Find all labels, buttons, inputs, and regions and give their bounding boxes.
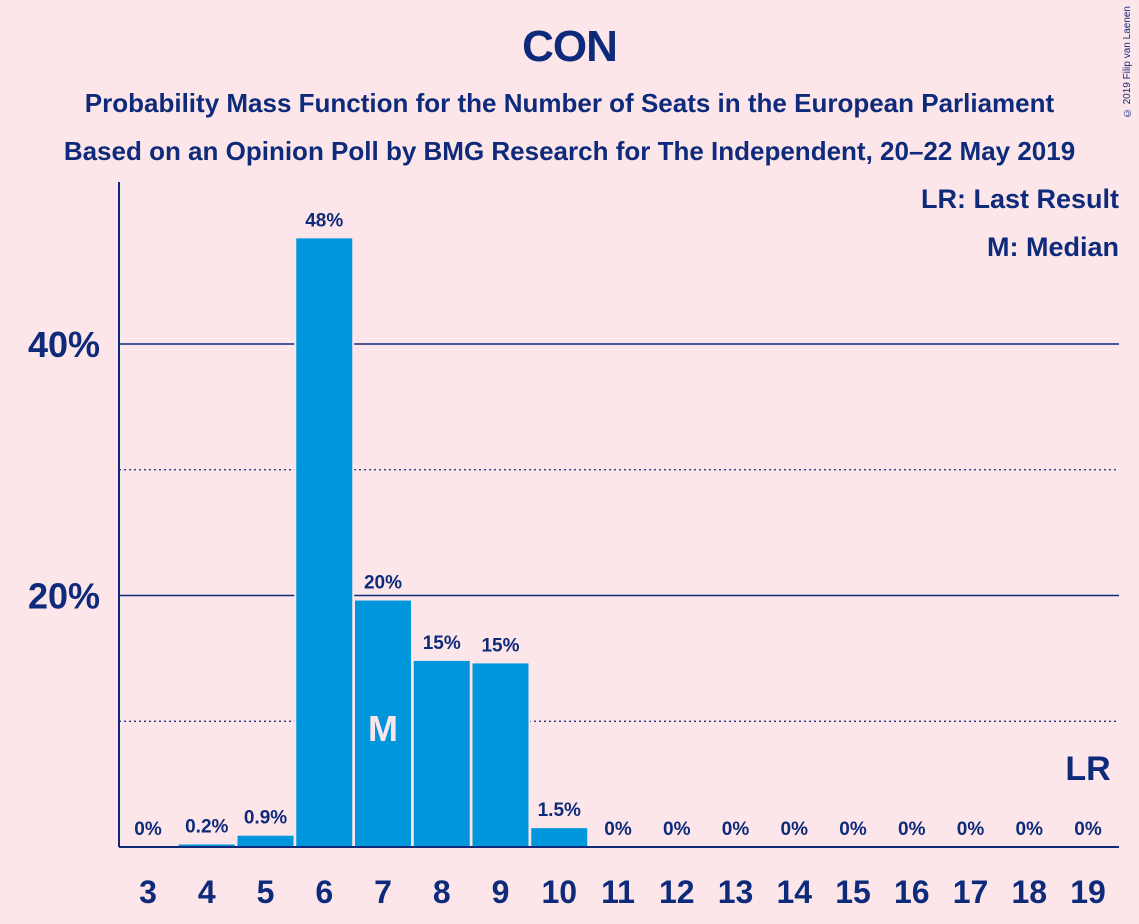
x-tick-label: 12 <box>659 874 695 910</box>
chart-subtitle-line1: Probability Mass Function for the Number… <box>84 88 1055 118</box>
x-tick-label: 7 <box>374 874 392 910</box>
x-tick-label: 10 <box>541 874 577 910</box>
data-label: 0.2% <box>185 816 228 837</box>
data-label: 0% <box>957 819 985 840</box>
legend-last-result: LR: Last Result <box>920 184 1119 214</box>
data-label: 0% <box>722 819 750 840</box>
data-label: 0% <box>663 819 691 840</box>
data-label: 20% <box>364 573 402 594</box>
x-tick-label: 9 <box>492 874 510 910</box>
data-label: 0% <box>839 819 867 840</box>
x-tick-label: 4 <box>198 874 216 910</box>
median-marker: M <box>368 708 398 749</box>
data-label: 0% <box>604 819 632 840</box>
bar <box>178 844 235 847</box>
data-label: 15% <box>481 635 519 656</box>
legend-median: M: Median <box>987 232 1119 262</box>
data-label: 0.9% <box>244 808 287 829</box>
data-label: 0% <box>781 819 809 840</box>
x-tick-label: 19 <box>1070 874 1106 910</box>
x-tick-label: 16 <box>894 874 930 910</box>
y-tick-label: 20% <box>28 576 100 617</box>
bar <box>296 238 353 847</box>
bar <box>355 600 411 847</box>
bar <box>472 663 529 847</box>
last-result-marker: LR <box>1065 750 1110 788</box>
x-tick-label: 3 <box>139 874 157 910</box>
data-label: 0% <box>1074 819 1102 840</box>
x-tick-label: 17 <box>953 874 989 910</box>
x-tick-label: 6 <box>315 874 333 910</box>
x-tick-label: 11 <box>601 874 635 910</box>
bar <box>413 660 470 847</box>
bar <box>531 828 588 847</box>
y-tick-label: 40% <box>28 324 100 365</box>
data-label: 0% <box>134 819 162 840</box>
x-tick-label: 15 <box>835 874 871 910</box>
x-tick-label: 5 <box>257 874 275 910</box>
data-label: 48% <box>305 210 343 231</box>
data-label: 1.5% <box>538 800 581 821</box>
chart-subtitle-line2: Based on an Opinion Poll by BMG Research… <box>63 136 1076 166</box>
data-label: 15% <box>423 633 461 654</box>
x-tick-label: 8 <box>433 874 451 910</box>
x-tick-label: 13 <box>718 874 754 910</box>
bar <box>237 835 294 847</box>
chart-title: CON <box>522 22 618 71</box>
data-label: 0% <box>898 819 926 840</box>
data-label: 0% <box>1016 819 1044 840</box>
x-tick-label: 18 <box>1011 874 1047 910</box>
x-tick-label: 14 <box>776 874 812 910</box>
